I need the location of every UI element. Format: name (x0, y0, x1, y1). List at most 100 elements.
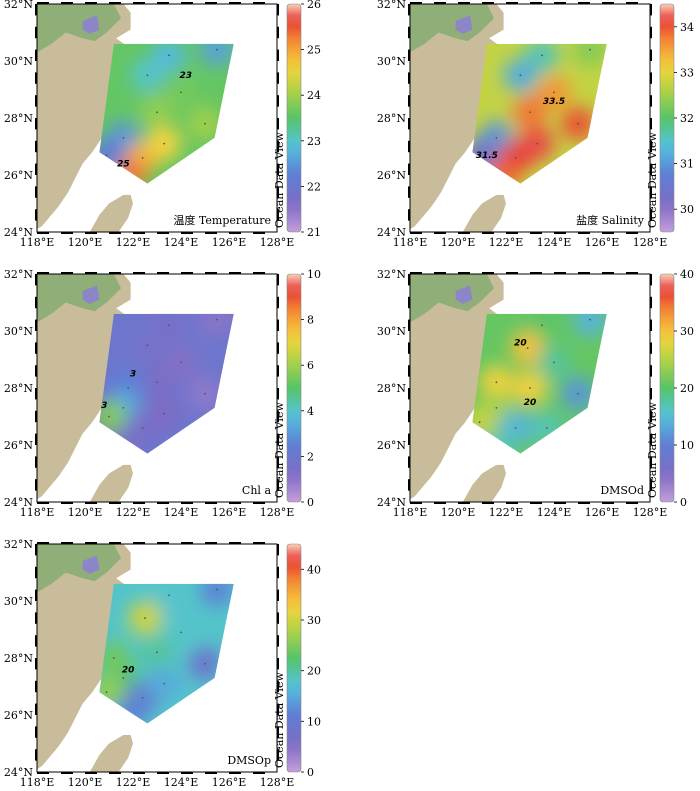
x-tick-label: 124°E (164, 506, 199, 519)
x-tick-label: 126°E (585, 506, 620, 519)
colorbar-title: Ocean Data View (273, 402, 286, 498)
colorbar (286, 543, 302, 773)
y-tick-label: 26°N (4, 169, 33, 182)
contour-label: 20 (524, 398, 537, 408)
x-tick-label: 120°E (68, 506, 103, 519)
station-dot (204, 392, 206, 395)
colorbar-tick-label: 30 (680, 325, 694, 338)
colorbar-tick-label: 30 (307, 614, 321, 627)
taiwan-island (89, 194, 133, 232)
colorbar-title: Ocean Data View (646, 132, 659, 228)
colorbar-tick-label: 6 (307, 359, 314, 372)
x-tick-label: 122°E (489, 506, 524, 519)
contour-label: 20 (514, 338, 527, 348)
y-tick-label: 24°N (377, 226, 406, 239)
station-dot (519, 74, 522, 77)
station-dot (180, 91, 182, 94)
colorbar-tick-label: 4 (307, 405, 314, 418)
x-tick-label: 124°E (537, 236, 572, 249)
station-dot (141, 157, 144, 159)
y-tick-label: 28°N (377, 112, 406, 125)
colorbar-tick-label: 8 (307, 314, 314, 327)
colorbar-tick-label: 26 (307, 0, 321, 11)
colorbar-tick-label: 33 (680, 66, 694, 79)
contour-label: 33.5 (543, 97, 565, 107)
panel-chla: 3 3 118°E 120°E 122°E 124°E 126°E 128°E 24°N 26°N… (4, 268, 321, 519)
colorbar-tick-label: 24 (307, 89, 321, 102)
station-dot (495, 381, 498, 384)
station-dot (577, 122, 579, 125)
colorbar-tick-label: 40 (680, 268, 694, 281)
y-tick-label: 30°N (4, 595, 33, 608)
station-dot (529, 387, 531, 389)
taiwan-island (462, 194, 506, 232)
station-dot (112, 657, 115, 659)
station-dot (146, 344, 149, 347)
colorbar-title: Ocean Data View (646, 402, 659, 498)
station-dot (163, 682, 166, 685)
station-dot (163, 412, 166, 415)
colorbar-tick-label: 32 (680, 112, 694, 125)
station-dot (146, 74, 149, 77)
colorbar-tick-label: 31 (680, 158, 694, 171)
station-dot (122, 407, 125, 409)
colorbar-tick-label: 25 (307, 44, 321, 57)
x-tick-label: 128°E (260, 506, 295, 519)
station-dot (589, 48, 591, 51)
x-tick-label: 118°E (393, 236, 428, 249)
colorbar-title: Ocean Data View (273, 132, 286, 228)
taihu-lake (82, 285, 100, 304)
x-tick-label: 122°E (489, 236, 524, 249)
colorbar-tick-label: 30 (680, 203, 694, 216)
station-dot (514, 157, 517, 159)
station-dot (536, 142, 539, 145)
x-tick-label: 118°E (20, 506, 55, 519)
station-dot (216, 588, 218, 591)
station-dot (144, 617, 146, 619)
colorbar-tick-label: 22 (307, 180, 321, 193)
x-tick-label: 122°E (116, 506, 151, 519)
x-tick-label: 120°E (441, 506, 476, 519)
station-dot (495, 407, 498, 409)
y-tick-label: 28°N (4, 382, 33, 395)
contour-label: 20 (122, 665, 135, 675)
station-dot (168, 54, 170, 57)
panel-temperature: 23 25 118°E 120°E 122°E 124°E 126°E 128°E 24°N 26… (4, 0, 321, 249)
taihu-lake (455, 15, 473, 34)
station-dot (180, 361, 182, 364)
station-dot (541, 324, 543, 327)
colorbar-title: Ocean Data View (273, 672, 286, 768)
colorbar (659, 273, 675, 503)
colorbar (286, 3, 302, 233)
colorbar-tick-label: 0 (307, 766, 314, 779)
mainland-land (410, 274, 509, 500)
y-tick-label: 30°N (377, 325, 406, 338)
colorbar-tick-label: 20 (680, 382, 694, 395)
station-dot (545, 427, 548, 429)
panel-variable-label: 盐度 Salinity (576, 213, 645, 227)
x-tick-label: 126°E (585, 236, 620, 249)
x-tick-label: 124°E (164, 776, 199, 787)
station-dot (168, 594, 170, 597)
station-dot (204, 662, 206, 665)
station-dot (168, 324, 170, 327)
x-tick-label: 126°E (212, 236, 247, 249)
panel-dmsop: 20 118°E 120°E 122°E 124°E 126°E 128°E 24°N 26°N… (4, 538, 321, 789)
lowland-green (37, 544, 121, 593)
colorbar-tick-label: 10 (680, 439, 694, 452)
x-tick-label: 120°E (441, 236, 476, 249)
mainland-land (37, 544, 136, 770)
y-tick-label: 24°N (4, 226, 33, 239)
y-tick-label: 30°N (4, 55, 33, 68)
station-dot (127, 387, 130, 389)
station-dot (514, 427, 517, 429)
taihu-lake (455, 285, 473, 304)
station-dot (478, 421, 481, 424)
x-tick-label: 124°E (537, 506, 572, 519)
station-dot (156, 651, 158, 654)
contour-label: 23 (180, 71, 193, 81)
contour-label: 25 (117, 159, 130, 169)
y-tick-label: 26°N (4, 709, 33, 722)
